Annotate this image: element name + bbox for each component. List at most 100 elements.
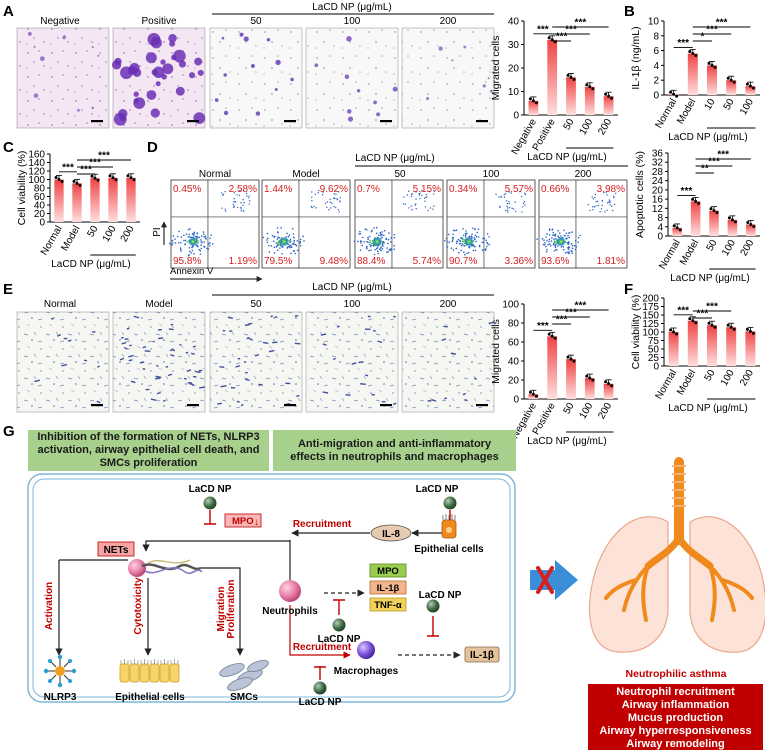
migrated-cell (393, 87, 398, 92)
event-dot (183, 235, 185, 237)
event-dot (506, 200, 507, 201)
event-dot (277, 232, 279, 234)
migrated-cell (275, 88, 278, 91)
event-dot (608, 201, 609, 202)
event-dot (366, 229, 368, 231)
event-dot (242, 199, 243, 200)
x-tick-label: Normal (39, 224, 65, 257)
event-dot (174, 238, 176, 240)
migrated-cell (34, 93, 39, 98)
event-dot (234, 201, 235, 202)
event-dot (180, 242, 182, 244)
bar (126, 178, 135, 222)
event-dot (446, 241, 448, 243)
event-dot (294, 253, 296, 255)
event-dot (464, 245, 466, 247)
event-dot (448, 241, 450, 243)
data-point (749, 85, 752, 88)
event-dot (589, 210, 590, 211)
event-dot (361, 245, 363, 247)
micro-label-positive: Positive (141, 16, 176, 27)
micrograph-200 (402, 312, 494, 412)
event-dot (326, 207, 327, 208)
data-point (133, 178, 136, 181)
migrated-cell (219, 367, 224, 368)
bar (72, 183, 81, 222)
data-point (669, 329, 672, 332)
event-dot (460, 250, 462, 252)
migrated-cell (224, 111, 228, 115)
event-dot (486, 246, 488, 248)
scale-bar (284, 404, 296, 406)
event-dot (521, 211, 522, 212)
data-point (746, 328, 749, 331)
event-dot (478, 228, 480, 230)
event-dot (513, 208, 514, 209)
event-dot (476, 236, 478, 238)
header-left: Inhibition of the formation of NETs, NLR… (28, 430, 269, 471)
event-dot (462, 240, 464, 242)
event-dot (233, 204, 234, 205)
event-dot (209, 245, 211, 247)
group-label: LaCD NP (μg/mL) (51, 259, 131, 270)
event-dot (546, 240, 548, 242)
event-dot (453, 237, 455, 239)
event-dot (549, 243, 551, 245)
migrated-cell (345, 75, 350, 80)
event-dot (300, 241, 302, 243)
data-point (672, 331, 675, 334)
migrated-cell (360, 384, 366, 385)
event-dot (474, 228, 476, 230)
event-dot (505, 210, 506, 211)
x-tick-label: 50 (562, 117, 577, 133)
marker-tnf-label: TNF-α (374, 600, 402, 611)
event-dot (572, 248, 574, 250)
event-dot (452, 241, 454, 243)
event-dot (376, 232, 378, 234)
blocking-arrow-icon (530, 560, 578, 600)
cell-cluster (176, 87, 185, 96)
event-dot (370, 244, 372, 246)
proliferation-label: Proliferation (226, 580, 237, 639)
event-dot (180, 250, 182, 252)
y-tick-label: 6 (653, 46, 659, 57)
micro-label-negative: Negative (40, 16, 80, 27)
event-dot (557, 235, 559, 237)
density-center (372, 237, 382, 247)
event-dot (411, 205, 412, 206)
event-dot (189, 251, 191, 253)
event-dot (546, 249, 548, 251)
event-dot (575, 240, 577, 242)
micro-label-50: 50 (250, 16, 262, 27)
data-point (127, 174, 130, 177)
event-dot (329, 199, 330, 200)
data-point (714, 66, 717, 69)
x-tick-label: 100 (578, 117, 596, 137)
data-point (79, 184, 82, 187)
event-dot (609, 201, 610, 202)
outer-frame (28, 474, 515, 702)
event-dot (203, 241, 205, 243)
cell-cluster (189, 72, 195, 78)
event-dot (188, 236, 190, 238)
event-dot (483, 241, 485, 243)
event-dot (387, 251, 389, 253)
event-dot (468, 252, 470, 254)
event-dot (297, 240, 299, 242)
migrated-cell (463, 394, 466, 395)
event-dot (568, 251, 570, 253)
event-dot (403, 196, 404, 197)
event-dot (515, 211, 516, 212)
event-dot (575, 249, 577, 251)
data-point (94, 177, 97, 180)
event-dot (474, 238, 476, 240)
data-point (607, 382, 610, 385)
data-point (713, 209, 716, 212)
event-dot (546, 251, 548, 253)
epithelial-cell (150, 664, 159, 682)
event-dot (521, 196, 522, 197)
y-axis-label: Cell viability (%) (16, 151, 28, 226)
event-dot (381, 237, 383, 239)
flow-y-label: PI (152, 227, 163, 236)
